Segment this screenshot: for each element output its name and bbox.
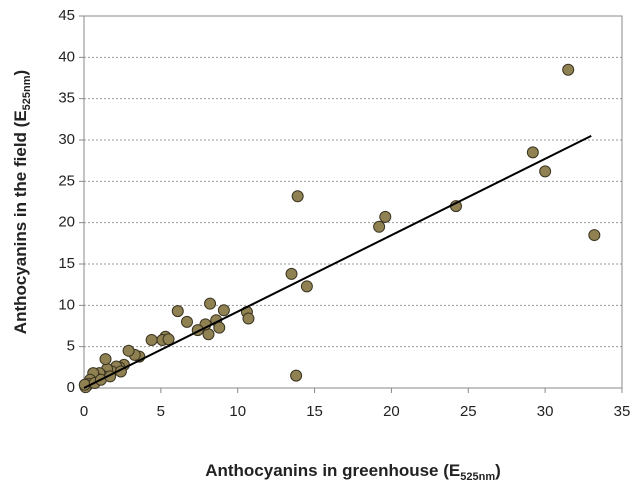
- point: [99, 353, 112, 366]
- point: [291, 190, 304, 203]
- y-tick-label: 30: [58, 131, 75, 148]
- y-tick-label: 35: [58, 90, 75, 107]
- x-tick-label: 35: [614, 403, 631, 420]
- point: [379, 210, 392, 223]
- y-tick-label: 20: [58, 214, 75, 231]
- point: [290, 369, 303, 382]
- y-tick-label: 10: [58, 296, 75, 313]
- x-tick-label: 10: [229, 403, 246, 420]
- y-title-sub: 525nm: [21, 75, 33, 110]
- x-tick-label: 30: [537, 403, 554, 420]
- x-tick-label: 20: [383, 403, 400, 420]
- plot-frame: [83, 15, 623, 389]
- point: [300, 280, 313, 293]
- point: [145, 334, 158, 347]
- x-tick-label: 15: [306, 403, 323, 420]
- y-tick-label: 5: [67, 338, 75, 355]
- point: [588, 229, 601, 242]
- y-title-suffix: ): [11, 70, 30, 76]
- point: [526, 146, 539, 159]
- trend-line: [83, 134, 592, 389]
- point: [242, 312, 255, 325]
- y-tick-label: 25: [58, 172, 75, 189]
- point: [562, 63, 575, 76]
- y-tick-label: 15: [58, 255, 75, 272]
- point: [171, 305, 184, 318]
- point: [539, 165, 552, 178]
- point: [162, 333, 175, 346]
- y-tick-label: 40: [58, 48, 75, 65]
- point: [373, 220, 386, 233]
- point: [202, 328, 215, 341]
- x-title-suffix: ): [495, 461, 501, 480]
- y-title-text: Anthocyanins in the field (E: [11, 110, 30, 334]
- point: [204, 297, 217, 310]
- y-tick-label: 45: [58, 7, 75, 24]
- x-tick-label: 5: [157, 403, 165, 420]
- y-tick-label: 0: [67, 379, 75, 396]
- x-tick-label: 0: [80, 403, 88, 420]
- x-title-sub: 525nm: [460, 471, 495, 483]
- x-title-text: Anthocyanins in greenhouse (E: [205, 461, 460, 480]
- point: [285, 267, 298, 280]
- x-axis-title: Anthocyanins in greenhouse (E525nm): [205, 461, 501, 482]
- y-axis-title: Anthocyanins in the field (E525nm): [11, 70, 32, 334]
- point: [217, 304, 230, 317]
- x-tick-label: 25: [460, 403, 477, 420]
- point: [122, 344, 135, 357]
- point: [213, 321, 226, 334]
- point: [180, 315, 193, 328]
